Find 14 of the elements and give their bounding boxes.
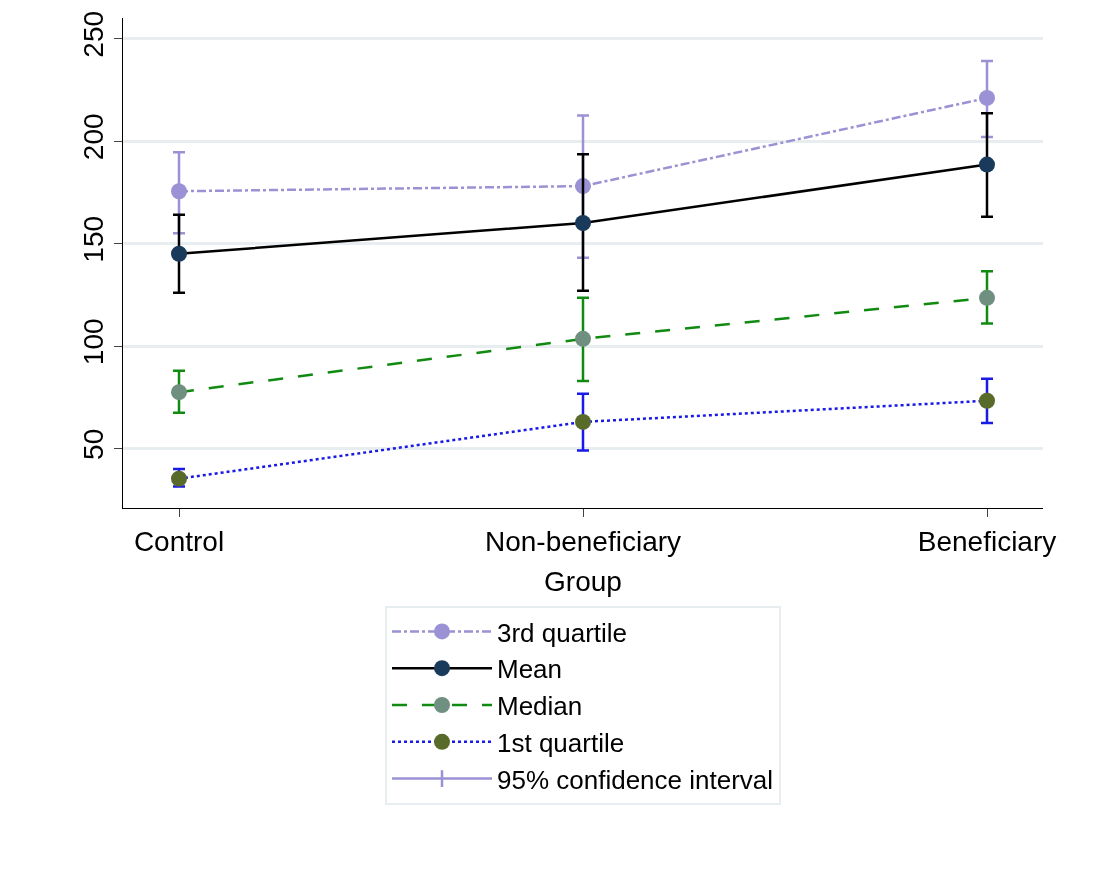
legend-label: Mean bbox=[497, 654, 563, 685]
x-tick-label: Control bbox=[133, 525, 225, 557]
x-tick-label: Non-beneficiary bbox=[484, 525, 682, 557]
y-tick-label: 100 bbox=[77, 318, 109, 366]
legend-label: Median bbox=[497, 691, 583, 722]
y-tick-label: 250 bbox=[77, 10, 109, 58]
x-axis-title: Group bbox=[544, 565, 622, 597]
legend-label: 3rd quartile bbox=[497, 617, 628, 648]
y-tick-label: 50 bbox=[77, 428, 109, 460]
x-tick-label: Beneficiary bbox=[917, 525, 1057, 557]
y-tick-label: 200 bbox=[77, 113, 109, 161]
y-tick-label: 150 bbox=[77, 215, 109, 263]
legend-label: 1st quartile bbox=[497, 727, 625, 758]
text: 95% confidence interval bbox=[497, 764, 774, 795]
